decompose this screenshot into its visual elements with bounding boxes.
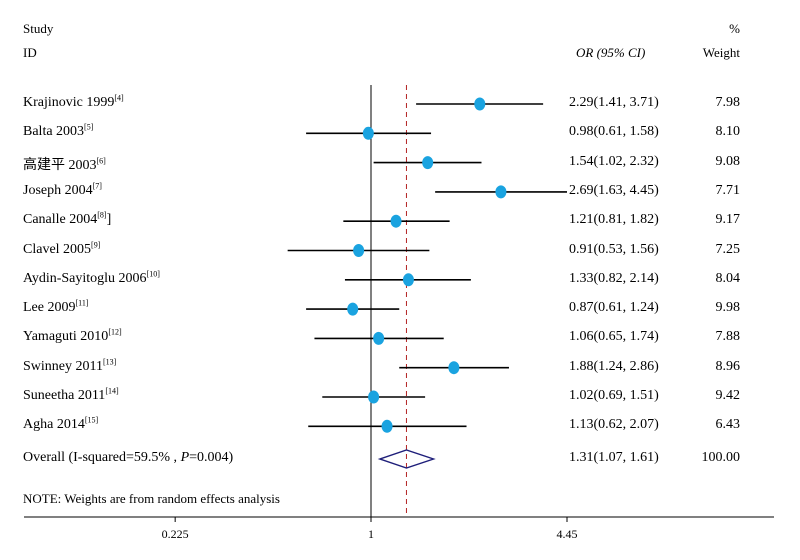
study-ci-text: 1.13(0.62, 2.07) — [569, 417, 659, 433]
point-estimate-marker — [347, 302, 359, 316]
study-name: Joseph 2004 — [23, 182, 93, 198]
overall-diamond — [377, 449, 436, 469]
study-ref: [5] — [84, 122, 94, 132]
study-ref: [6] — [96, 155, 106, 165]
study-ref: [4] — [114, 93, 124, 103]
study-ref: [9] — [91, 239, 101, 249]
x-tick-label: 1 — [368, 527, 374, 541]
point-estimate-marker — [448, 361, 460, 375]
study-ref: [14] — [105, 386, 119, 396]
header-percent: % — [729, 21, 740, 36]
study-ci-text: 1.21(0.81, 1.82) — [569, 212, 659, 228]
study-weight: 6.43 — [715, 417, 741, 433]
study-name: Swinney 2011 — [23, 358, 103, 374]
point-estimate-marker — [402, 273, 414, 287]
study-ci-text: 1.88(1.24, 2.86) — [569, 358, 659, 374]
study-label: 高建平 2003[6] — [23, 154, 106, 174]
overall-ci-text: 1.31(1.07, 1.61) — [569, 450, 659, 465]
overall-label-post: =0.004) — [189, 450, 234, 465]
study-name: 高建平 2003 — [23, 157, 97, 173]
point-estimate-marker — [422, 156, 434, 170]
x-tick-label: 0.225 — [161, 527, 189, 541]
study-name: Agha 2014 — [23, 417, 85, 433]
study-weight: 8.10 — [715, 124, 741, 140]
study-weight: 7.98 — [715, 95, 741, 110]
point-estimate-marker — [381, 419, 393, 433]
study-name: Yamaguti 2010 — [23, 329, 109, 345]
study-weight: 9.42 — [715, 388, 741, 403]
study-name: Suneetha 2011 — [23, 388, 106, 403]
study-weight: 7.25 — [715, 241, 741, 257]
study-ci-text: 1.54(1.02, 2.32) — [569, 153, 659, 169]
study-ci-text: 1.06(0.65, 1.74) — [569, 329, 659, 345]
study-label: Clavel 2005[9] — [23, 239, 101, 258]
overall-weight: 100.00 — [701, 450, 741, 465]
study-ref: [11] — [75, 298, 89, 308]
study-weight: 7.71 — [715, 182, 741, 198]
study-ci-text: 0.91(0.53, 1.56) — [569, 241, 659, 257]
study-name: Aydin-Sayitoglu 2006 — [23, 270, 147, 286]
study-weight: 9.17 — [715, 212, 741, 228]
study-name: Canalle 2004 — [23, 212, 98, 228]
study-label: Suneetha 2011[14] — [23, 386, 119, 404]
point-estimate-marker — [390, 214, 402, 228]
study-name: Krajinovic 1999 — [23, 95, 115, 110]
study-ci-text: 1.02(0.69, 1.51) — [569, 388, 659, 403]
study-label: Yamaguti 2010[12] — [23, 327, 122, 345]
study-ref: [13] — [102, 357, 117, 367]
study-label: Balta 2003[5] — [23, 122, 94, 140]
overall-label: Overall (I-squared=59.5% , P=0.004) — [23, 450, 233, 466]
study-ci-text: 0.98(0.61, 1.58) — [569, 124, 659, 140]
study-ref: [12] — [108, 327, 122, 337]
point-estimate-marker — [373, 331, 385, 345]
study-label: Krajinovic 1999[4] — [23, 93, 124, 111]
header-weight: Weight — [702, 45, 740, 60]
study-ci-text: 0.87(0.61, 1.24) — [569, 300, 659, 316]
point-estimate-marker — [362, 126, 374, 140]
overall-label-p: P — [180, 450, 190, 465]
header-id: ID — [23, 45, 37, 60]
study-label: Canalle 2004[8]] — [23, 210, 112, 228]
study-name: Lee 2009 — [23, 300, 76, 316]
study-label: Joseph 2004[7] — [23, 181, 102, 199]
study-ref: [7] — [92, 181, 102, 191]
study-label: Lee 2009[11] — [23, 298, 89, 316]
point-estimate-marker — [474, 97, 486, 111]
header-study: Study — [23, 21, 54, 36]
study-label: Aydin-Sayitoglu 2006[10] — [23, 269, 160, 287]
point-estimate-marker — [368, 390, 380, 404]
study-weight: 8.04 — [715, 270, 741, 286]
study-suffix: ] — [106, 212, 112, 228]
study-ref: [15] — [84, 415, 99, 425]
study-weight: 8.96 — [715, 358, 741, 374]
x-tick-label: 4.45 — [556, 527, 578, 541]
footnote: NOTE: Weights are from random effects an… — [23, 491, 280, 506]
study-weight: 7.88 — [715, 329, 741, 345]
study-ref: [8] — [97, 210, 107, 220]
study-ci-text: 1.33(0.82, 2.14) — [569, 270, 659, 286]
study-label: Agha 2014[15] — [23, 415, 99, 433]
study-weight: 9.08 — [715, 153, 741, 169]
study-name: Balta 2003 — [23, 124, 85, 140]
header-effect: OR (95% CI) — [576, 45, 645, 61]
overall-label-pre: Overall (I-squared=59.5% , — [23, 450, 181, 465]
header-effect-text: OR (95% CI) — [576, 45, 646, 60]
point-estimate-marker — [353, 244, 365, 257]
study-label: Swinney 2011[13] — [23, 357, 117, 375]
point-estimate-marker — [495, 185, 507, 199]
study-ci-text: 2.69(1.63, 4.45) — [569, 182, 659, 198]
study-weight: 9.98 — [715, 300, 741, 316]
study-ci-text: 2.29(1.41, 3.71) — [569, 95, 659, 110]
study-name: Clavel 2005 — [23, 241, 92, 257]
study-ref: [10] — [146, 269, 160, 279]
